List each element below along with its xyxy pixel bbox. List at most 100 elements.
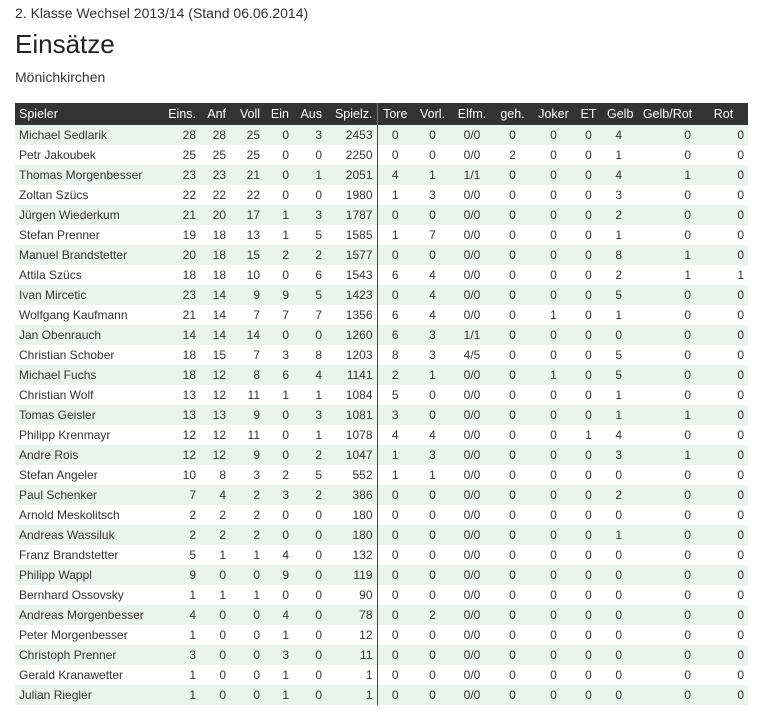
cell-anf: 4 [200,485,230,505]
cell-spielz: 1356 [326,305,377,325]
col-header-anf[interactable]: Anf [200,103,230,125]
cell-elfm: 0/0 [452,565,492,585]
cell-ein: 0 [264,525,293,545]
cell-rot: 0 [699,405,748,425]
cell-spielz: 1084 [326,385,377,405]
cell-gelb-rot: 0 [636,645,699,665]
table-row: Attila Szücs 18 18 10 0 6 1543 6 4 0/0 0 0 0 2 1 1 [15,265,748,285]
cell-anf: 18 [200,225,230,245]
cell-vorl: 0 [413,405,452,425]
table-row: Zoltan Szücs 22 22 22 0 0 1980 1 3 0/0 0 0 0 3 0 0 [15,185,748,205]
cell-tore: 0 [376,545,413,565]
table-row: Christian Wolf 13 12 11 1 1 1084 5 0 0/0 0 0 0 1 0 0 [15,385,748,405]
cell-player-name: Manuel Brandstetter [15,245,163,265]
cell-rot: 0 [699,165,748,185]
cell-rot: 0 [699,685,748,705]
cell-elfm: 0/0 [452,145,492,165]
table-row: Paul Schenker 7 4 2 3 2 386 0 0 0/0 0 0 0 2 0 0 [15,485,748,505]
cell-vorl: 3 [413,445,452,465]
cell-gelb-rot: 0 [636,565,699,585]
cell-ein: 1 [264,625,293,645]
col-header-rot[interactable]: Rot [699,103,748,125]
table-row: Peter Morgenbesser 1 0 0 1 0 12 0 0 0/0 0 0 0 0 0 0 [15,625,748,645]
cell-voll: 9 [230,405,264,425]
cell-gelb-rot: 0 [636,205,699,225]
cell-player-name: Paul Schenker [15,485,163,505]
cell-spielz: 1423 [326,285,377,305]
cell-joker: 0 [533,565,574,585]
cell-tore: 0 [376,625,413,645]
cell-ein: 4 [264,605,293,625]
cell-voll: 3 [230,465,264,485]
cell-ein: 1 [264,685,293,705]
cell-spielz: 1577 [326,245,377,265]
cell-ein: 3 [264,645,293,665]
cell-vorl: 0 [413,385,452,405]
cell-player-name: Philipp Krenmayr [15,425,163,445]
col-header-eins[interactable]: Eins. [163,103,200,125]
col-header-joker[interactable]: Joker [533,103,574,125]
cell-elfm: 0/0 [452,505,492,525]
col-header-gelb-rot[interactable]: Gelb/Rot [636,103,699,125]
cell-vorl: 4 [413,285,452,305]
cell-ein: 4 [264,545,293,565]
table-header-row: Spieler Eins. Anf Voll Ein Aus Spielz. T… [15,103,748,125]
cell-rot: 0 [699,485,748,505]
cell-aus: 2 [293,485,326,505]
cell-anf: 12 [200,385,230,405]
table-body: Michael Sedlarik 28 28 25 0 3 2453 0 0 0/0 0 0 0 4 0 0 P… [15,125,748,705]
cell-et: 1 [574,425,603,445]
page-title: Einsätze [15,29,115,59]
cell-aus: 0 [293,145,326,165]
col-header-spieler[interactable]: Spieler [15,103,163,125]
cell-spielz: 386 [326,485,377,505]
cell-spielz: 1078 [326,425,377,445]
cell-eins: 28 [163,125,200,145]
cell-anf: 0 [200,565,230,585]
col-header-et[interactable]: ET [574,103,603,125]
cell-geh: 0 [492,505,533,525]
cell-et: 0 [574,185,603,205]
cell-et: 0 [574,685,603,705]
cell-elfm: 0/0 [452,185,492,205]
cell-vorl: 1 [413,165,452,185]
col-header-aus[interactable]: Aus [293,103,326,125]
cell-spielz: 2051 [326,165,377,185]
col-header-tore[interactable]: Tore [376,103,413,125]
table-row: Stefan Prenner 19 18 13 1 5 1585 1 7 0/0 0 0 0 1 0 0 [15,225,748,245]
cell-player-name: Stefan Prenner [15,225,163,245]
cell-elfm: 0/0 [452,245,492,265]
cell-player-name: Peter Morgenbesser [15,625,163,645]
cell-player-name: Jan Obenrauch [15,325,163,345]
cell-aus: 2 [293,245,326,265]
col-header-elfm[interactable]: Elfm. [452,103,492,125]
cell-tore: 1 [376,465,413,485]
cell-tore: 6 [376,265,413,285]
cell-gelb: 3 [603,445,636,465]
cell-anf: 1 [200,545,230,565]
cell-ein: 7 [264,305,293,325]
cell-gelb: 0 [603,625,636,645]
cell-voll: 14 [230,325,264,345]
col-header-voll[interactable]: Voll [230,103,264,125]
col-header-ein[interactable]: Ein [264,103,293,125]
cell-voll: 2 [230,525,264,545]
col-header-vorl[interactable]: Vorl. [413,103,452,125]
cell-aus: 1 [293,165,326,185]
cell-voll: 0 [230,605,264,625]
cell-et: 0 [574,125,603,145]
col-header-gelb[interactable]: Gelb [603,103,636,125]
cell-vorl: 3 [413,325,452,345]
cell-et: 0 [574,565,603,585]
cell-joker: 0 [533,325,574,345]
cell-aus: 5 [293,465,326,485]
cell-gelb: 8 [603,245,636,265]
cell-gelb: 1 [603,225,636,245]
table-row: Andreas Wassiluk 2 2 2 0 0 180 0 0 0/0 0 0 0 1 0 0 [15,525,748,545]
col-header-spielz[interactable]: Spielz. [326,103,377,125]
col-header-geh[interactable]: geh. [492,103,533,125]
club-name: Mönichkirchen [15,69,106,85]
cell-player-name: Wolfgang Kaufmann [15,305,163,325]
cell-gelb: 1 [603,145,636,165]
